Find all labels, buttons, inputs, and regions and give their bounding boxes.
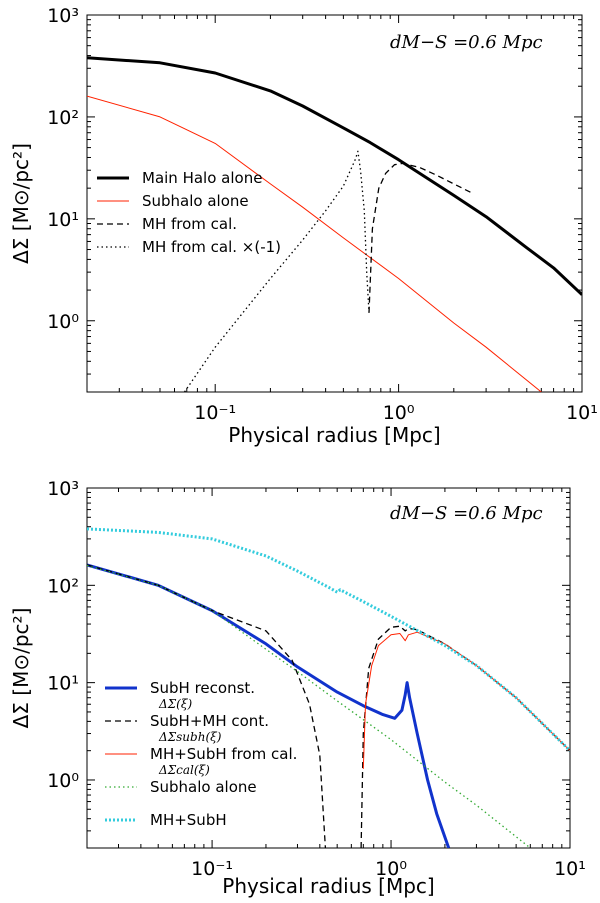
x-tick-label: 10⁻¹: [191, 858, 233, 880]
legend-sublabel: ΔΣcal(ξ): [158, 763, 210, 777]
series-line: [360, 625, 570, 848]
y-tick-label: 10⁰: [47, 311, 79, 333]
series-line: [183, 150, 370, 392]
plot-frame: [86, 487, 571, 849]
y-tick-label: 10³: [47, 5, 79, 27]
legend-sublabel: ΔΣsubh(ξ): [158, 730, 222, 744]
series-line: [362, 631, 570, 769]
legend-label: SubH reconst.: [150, 679, 255, 697]
legend-sublabel: ΔΣ(ξ): [158, 697, 192, 711]
legend-label: MH from cal. ×(-1): [142, 238, 281, 256]
series-line: [87, 563, 451, 848]
y-axis-label: ΔΣ [M⊙/pc²]: [9, 143, 33, 264]
x-axis-label: Physical radius [Mpc]: [222, 874, 434, 898]
y-tick-label: 10¹: [47, 673, 79, 695]
legend-label: SubH+MH cont.: [150, 712, 269, 730]
y-tick-label: 10¹: [47, 209, 79, 231]
x-tick-label: 10¹: [566, 402, 598, 424]
y-tick-label: 10³: [47, 478, 79, 500]
legend-label: Main Halo alone: [142, 169, 262, 187]
y-tick-label: 10²: [47, 107, 79, 129]
x-tick-label: 10¹: [554, 858, 586, 880]
y-tick-label: 10²: [47, 575, 79, 597]
top-panel: 10⁻¹ 10⁰ 10¹ 10⁰ 10¹ 10² 10³ Physical radius [M…: [9, 5, 598, 447]
series-line: [87, 56, 582, 296]
series-line: [87, 95, 542, 392]
bottom-panel: 10⁻¹ 10⁰ 10¹ 10⁰ 10¹ 10² 10³ Physical radius [M…: [9, 478, 586, 898]
legend-label: Subhalo alone: [142, 192, 249, 210]
x-axis-label: Physical radius [Mpc]: [228, 423, 440, 447]
y-tick-label: 10⁰: [47, 770, 79, 792]
series-group: [87, 527, 570, 848]
legend-label: MH from cal.: [142, 215, 237, 233]
x-tick-label: 10⁰: [383, 402, 415, 424]
distance-annotation: dM−S =0.6 Mpc: [390, 32, 543, 53]
legend-label: Subhalo alone: [150, 778, 257, 796]
series-line: [368, 162, 472, 313]
series-line: [87, 564, 327, 848]
x-tick-label: 10⁻¹: [194, 402, 236, 424]
plot-frame: [86, 14, 583, 393]
series-group: [87, 56, 582, 392]
x-tick-label: 10⁰: [375, 858, 407, 880]
distance-annotation: dM−S =0.6 Mpc: [390, 503, 543, 524]
y-axis-label: ΔΣ [M⊙/pc²]: [9, 608, 33, 729]
legend-label: MH+SubH from cal.: [150, 745, 297, 763]
legend-label: MH+SubH: [150, 811, 227, 829]
series-line: [87, 564, 531, 848]
